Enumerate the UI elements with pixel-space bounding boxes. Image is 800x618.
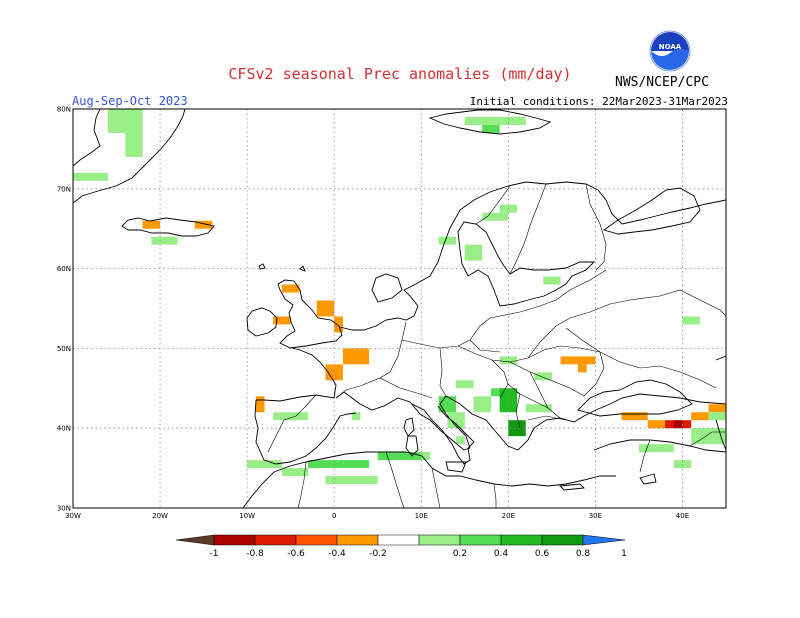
anomaly-cell [377,452,430,461]
colorbar-label: 1 [621,549,627,559]
colorbar-label: 0.2 [453,549,467,559]
lon-label: 40E [676,512,689,520]
colorbar-segment [500,534,543,546]
anomaly-cell [499,356,518,365]
anomaly-cell [194,220,213,229]
colorbar-segment [541,534,584,546]
lat-label: 50N [57,345,71,353]
anomaly-cell [325,364,343,381]
colorbar-label: -0.8 [246,549,264,559]
lon-label: 20W [152,512,168,520]
anomaly-cell [682,316,700,325]
colorbar: -1 -0.8 -0.6 -0.4 -0.2 0.2 0.4 0.6 0.8 1 [175,534,627,559]
map-title: CFSv2 seasonal Prec anomalies (mm/day) [228,65,572,83]
anomaly-cell [499,388,518,413]
anomaly-cell [482,124,500,133]
anomaly-cell [577,364,587,373]
map-frame [72,108,727,509]
colorbar-label: -0.2 [369,549,387,559]
colorbar-low-arrow [175,534,215,546]
anomaly-cell [456,380,474,389]
colorbar-segment [336,534,379,546]
anomaly-cell [473,396,491,413]
agency-label: NWS/NCEP/CPC [615,75,709,90]
anomaly-cell [647,420,666,429]
colorbar-label: -0.4 [328,549,346,559]
lat-label: 40N [57,425,71,433]
anomaly-cell [334,316,343,333]
anomaly-cell [464,116,526,125]
anomaly-cell [691,412,709,421]
colorbar-segment [418,534,461,546]
anomaly-cell [125,132,143,157]
country-borders [267,183,726,508]
anomaly-cell [456,436,465,445]
anomaly-cell [508,420,526,437]
anomaly-cell [151,236,178,245]
colorbar-high-arrow [582,534,626,546]
anomaly-cell [708,404,726,413]
anomaly-cells [73,109,726,485]
anomaly-cell [543,276,561,285]
anomaly-cell [464,244,483,261]
anomaly-cell [351,412,361,421]
anomaly-cell [325,476,378,485]
anomaly-cell [255,396,265,413]
season-label: Aug-Sep-Oct 2023 [72,94,188,108]
lat-label: 30N [57,505,71,513]
anomaly-cell [247,460,282,469]
lon-label: 30E [589,512,602,520]
colorbar-segment [377,534,420,546]
lon-label: 30W [65,512,81,520]
colorbar-segment [459,534,502,546]
colorbar-label: 0.4 [494,549,509,559]
anomaly-cell [281,284,300,293]
anomaly-cell [316,300,335,317]
anomaly-cell [273,412,309,421]
colorbar-label: 0.6 [535,549,550,559]
anomaly-cell [73,172,108,181]
lon-label: 10W [239,512,255,520]
anomaly-cell [273,316,291,325]
lon-label: 20E [502,512,515,520]
anomaly-cell [482,212,509,221]
anomaly-cell [673,420,683,429]
svg-text:NOAA: NOAA [659,43,682,51]
anomaly-cell [708,412,726,421]
anomaly-cell [438,236,457,245]
anomaly-cell [673,460,692,469]
colorbar-segment [254,534,297,546]
lat-label: 70N [57,185,71,193]
initial-conditions-label: Initial conditions: 22Mar2023-31Mar2023 [469,95,728,108]
colorbar-label: 0.8 [576,549,591,559]
lat-label: 80N [57,106,71,114]
colorbar-segment [213,534,256,546]
graticule [73,109,726,508]
anomaly-cell [621,412,648,421]
anomaly-cell [107,109,143,133]
anomaly-cell [638,444,674,453]
coastlines [73,109,726,508]
colorbar-segment [295,534,338,546]
anomaly-cell [447,412,465,429]
lat-label: 60N [57,265,71,273]
anomaly-cell [525,404,552,413]
anomaly-cell [308,460,370,469]
lon-label: 10E [415,512,428,520]
anomaly-cell [342,348,370,365]
colorbar-label: -1 [210,549,219,559]
anomaly-cell [534,372,552,381]
anomaly-cell [281,468,309,477]
anomaly-cell [421,452,430,461]
anomaly-cell [142,220,161,229]
colorbar-label: -0.6 [287,549,305,559]
anomaly-cell [560,356,596,365]
noaa-logo-icon: NOAA [649,30,691,72]
lon-label: 0 [332,512,336,520]
